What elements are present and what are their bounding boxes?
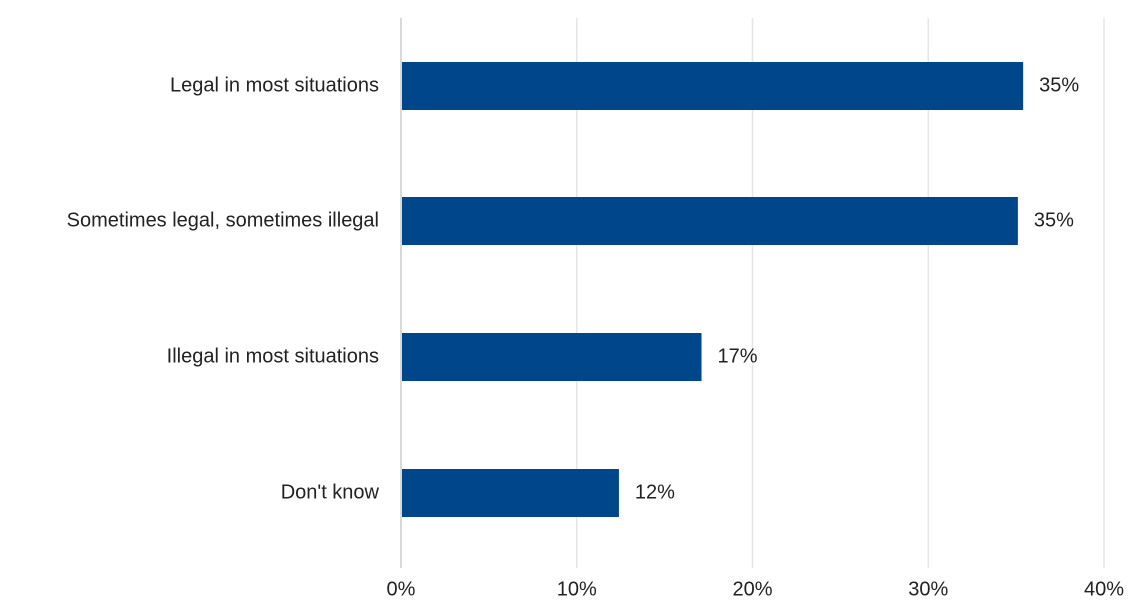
x-tick-label: 40%	[1084, 578, 1124, 600]
bar	[402, 62, 1024, 110]
category-label: Don't know	[281, 481, 380, 503]
bars	[402, 62, 1024, 517]
bar	[402, 197, 1018, 245]
data-labels: 35% 35% 17% 12%	[635, 74, 1079, 503]
data-label: 35%	[1039, 74, 1079, 96]
category-label: Legal in most situations	[170, 74, 379, 96]
x-tick-label: 10%	[557, 578, 597, 600]
x-tick-label: 30%	[908, 578, 948, 600]
x-tick-label: 20%	[732, 578, 772, 600]
bar	[402, 469, 619, 517]
data-label: 12%	[635, 481, 675, 503]
category-label: Illegal in most situations	[167, 345, 379, 367]
data-label: 35%	[1034, 209, 1074, 231]
bar	[402, 333, 702, 381]
x-axis-tick-labels: 0% 10% 20% 30% 40%	[387, 578, 1125, 600]
data-label: 17%	[718, 345, 758, 367]
category-labels: Legal in most situations Sometimes legal,…	[67, 74, 380, 503]
category-label: Sometimes legal, sometimes illegal	[67, 209, 379, 231]
x-tick-label: 0%	[387, 578, 416, 600]
